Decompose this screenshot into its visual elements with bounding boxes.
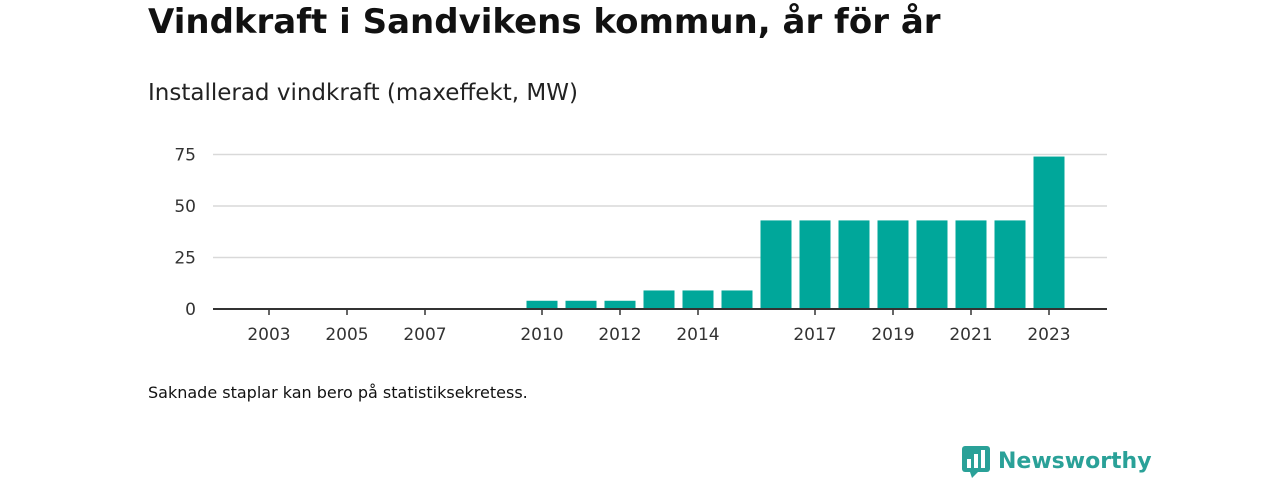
y-tick-labels: 0 25 50 75 (174, 146, 196, 321)
bar (721, 290, 753, 309)
newsworthy-logo-icon (962, 446, 990, 478)
page-title: Vindkraft i Sandvikens kommun, år för år (148, 2, 941, 42)
bar (565, 300, 597, 309)
bar (955, 220, 987, 309)
brand[interactable]: Newsworthy (962, 446, 1152, 478)
bars (526, 156, 1065, 309)
bar (682, 290, 714, 309)
chart-subtitle: Installerad vindkraft (maxeffekt, MW) (148, 80, 578, 106)
x-tick-label: 2017 (793, 325, 836, 345)
bar (916, 220, 948, 309)
x-tick-label: 2005 (325, 325, 368, 345)
bar (838, 220, 870, 309)
x-tick-label: 2014 (676, 325, 719, 345)
x-tick-label: 2023 (1027, 325, 1070, 345)
x-tick-label: 2012 (598, 325, 641, 345)
brand-name: Newsworthy (998, 449, 1152, 474)
x-tick-labels: 2003 2005 2007 2010 2012 2014 2017 2019 2021 2023 (247, 309, 1071, 345)
x-tick-label: 2019 (871, 325, 914, 345)
x-tick-label: 2021 (949, 325, 992, 345)
x-tick-label: 2007 (403, 325, 446, 345)
bar (760, 220, 792, 309)
bar (799, 220, 831, 309)
x-tick-label: 2003 (247, 325, 290, 345)
x-tick-label: 2010 (520, 325, 563, 345)
bar (994, 220, 1026, 309)
y-tick-label: 75 (174, 146, 196, 166)
bar (604, 300, 636, 309)
bar (1033, 156, 1065, 309)
bar-chart: 0 25 50 75 2003 2005 2007 2010 2012 2014 2017 2019… (174, 146, 1107, 345)
bar (526, 300, 558, 309)
footnote: Saknade staplar kan bero på statistiksek… (148, 383, 528, 402)
y-tick-label: 0 (185, 300, 196, 320)
y-tick-label: 25 (174, 249, 196, 269)
y-tick-label: 50 (174, 197, 196, 217)
bar (877, 220, 909, 309)
bar (643, 290, 675, 309)
